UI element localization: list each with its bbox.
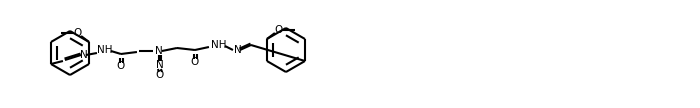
Text: O: O xyxy=(117,61,125,71)
Text: O: O xyxy=(73,28,81,38)
Text: N: N xyxy=(80,50,88,60)
Text: O: O xyxy=(156,70,164,80)
Text: N: N xyxy=(155,46,163,56)
Text: NH: NH xyxy=(97,45,113,55)
Text: NH: NH xyxy=(211,40,227,50)
Text: N: N xyxy=(156,60,164,70)
Text: O: O xyxy=(275,25,283,35)
Text: N: N xyxy=(234,45,241,55)
Text: O: O xyxy=(191,57,199,67)
